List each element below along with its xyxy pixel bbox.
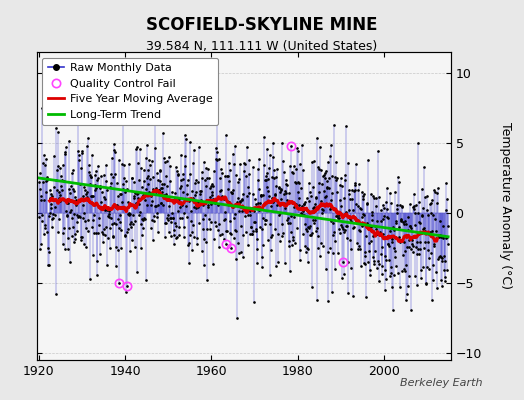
Y-axis label: Temperature Anomaly (°C): Temperature Anomaly (°C) <box>498 122 511 290</box>
Legend: Raw Monthly Data, Quality Control Fail, Five Year Moving Average, Long-Term Tren: Raw Monthly Data, Quality Control Fail, … <box>42 58 219 125</box>
Text: 39.584 N, 111.111 W (United States): 39.584 N, 111.111 W (United States) <box>146 40 378 53</box>
Text: Berkeley Earth: Berkeley Earth <box>400 378 482 388</box>
Text: SCOFIELD-SKYLINE MINE: SCOFIELD-SKYLINE MINE <box>146 16 378 34</box>
